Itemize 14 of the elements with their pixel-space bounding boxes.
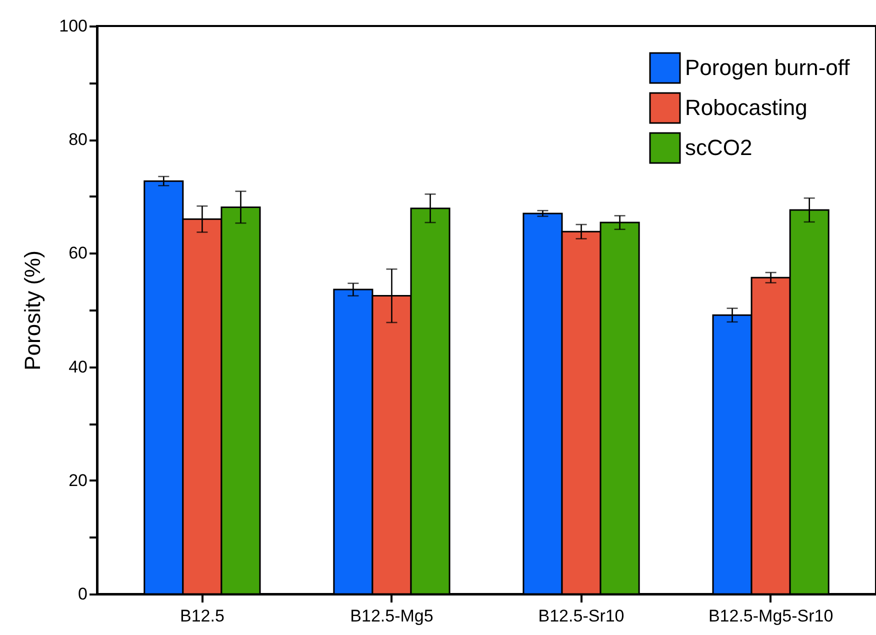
x-tick-label: B12.5-Mg5 [350, 606, 434, 626]
y-tick-label: 60 [68, 244, 88, 263]
y-tick-label: 100 [59, 16, 88, 36]
y-tick-label: 0 [78, 584, 88, 604]
y-tick-label: 20 [68, 470, 88, 490]
x-tick-label: B12.5 [180, 606, 224, 626]
x-tick-label: B12.5-Sr10 [538, 606, 624, 626]
x-tick-label: B12.5-Mg5-Sr10 [708, 606, 834, 626]
y-axis-title: Porosity (%) [20, 250, 46, 370]
legend-label: Robocasting [685, 95, 808, 120]
legend-label: scCO2 [685, 135, 752, 160]
y-tick-label: 40 [68, 357, 88, 376]
legend-label: Porogen burn-off [685, 55, 851, 80]
y-tick-label: 80 [68, 130, 88, 150]
